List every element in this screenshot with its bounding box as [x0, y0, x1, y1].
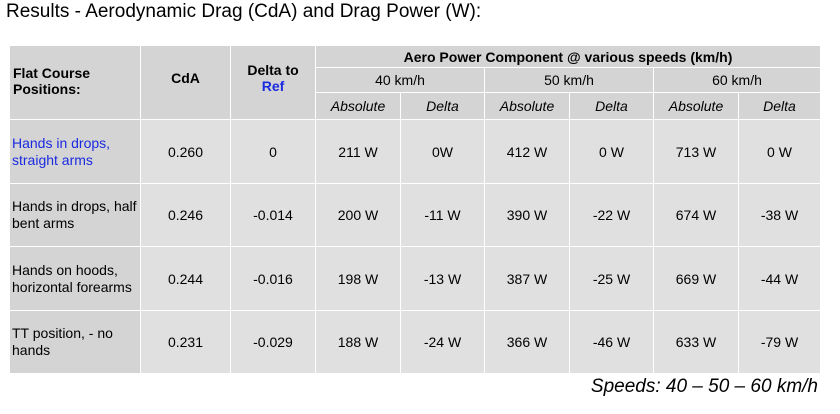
power-delta-40: -13 W: [400, 246, 485, 311]
delta-value: -0.016: [230, 246, 316, 311]
power-header: Aero Power Component @ various speeds (k…: [315, 45, 821, 68]
speed-header-60: 60 km/h: [653, 67, 821, 93]
power-delta-40: -24 W: [400, 310, 485, 374]
position-label: TT position, - no hands: [9, 310, 141, 374]
power-absolute-50: 390 W: [484, 183, 570, 247]
cda-header: CdA: [140, 45, 231, 120]
power-absolute-40: 211 W: [315, 119, 401, 184]
delta-header: Delta: [738, 92, 821, 120]
power-absolute-40: 198 W: [315, 246, 401, 311]
absolute-header: Absolute: [484, 92, 570, 120]
power-absolute-60: 669 W: [653, 246, 739, 311]
delta-header: Delta: [569, 92, 654, 120]
ref-label: Ref: [261, 77, 285, 94]
position-label: Hands in drops, half bent arms: [9, 183, 141, 247]
delta-value: 0: [230, 119, 316, 184]
cda-value: 0.246: [140, 183, 231, 247]
cda-value: 0.260: [140, 119, 231, 184]
results-table: Flat Course Positions: CdA Delta to Ref …: [9, 45, 821, 374]
delta-value: -0.029: [230, 310, 316, 374]
power-absolute-50: 387 W: [484, 246, 570, 311]
power-absolute-60: 674 W: [653, 183, 739, 247]
power-absolute-50: 412 W: [484, 119, 570, 184]
absolute-header: Absolute: [653, 92, 739, 120]
power-absolute-40: 200 W: [315, 183, 401, 247]
power-delta-60: -44 W: [738, 246, 821, 311]
power-absolute-60: 633 W: [653, 310, 739, 374]
position-label: Hands in drops, straight arms: [9, 119, 141, 184]
table-row: Hands on hoods, horizontal forearms 0.24…: [9, 246, 821, 311]
power-delta-50: -46 W: [569, 310, 654, 374]
speed-header-40: 40 km/h: [315, 67, 485, 93]
table-row: Hands in drops, straight arms 0.260 0 21…: [9, 119, 821, 184]
table-row: TT position, - no hands 0.231 -0.029 188…: [9, 310, 821, 374]
absolute-header: Absolute: [315, 92, 401, 120]
speed-header-50: 50 km/h: [484, 67, 654, 93]
power-absolute-60: 713 W: [653, 119, 739, 184]
power-delta-40: 0W: [400, 119, 485, 184]
power-absolute-40: 188 W: [315, 310, 401, 374]
speeds-footnote: Speeds: 40 – 50 – 60 km/h: [590, 376, 818, 397]
positions-header: Flat Course Positions:: [9, 45, 141, 120]
delta-ref-header: Delta to Ref: [230, 45, 316, 120]
cda-value: 0.244: [140, 246, 231, 311]
power-absolute-50: 366 W: [484, 310, 570, 374]
delta-to-label: Delta to: [247, 61, 299, 78]
power-delta-50: 0 W: [569, 119, 654, 184]
page-title: Results - Aerodynamic Drag (CdA) and Dra…: [6, 1, 482, 22]
cda-value: 0.231: [140, 310, 231, 374]
power-delta-60: -38 W: [738, 183, 821, 247]
power-delta-60: -79 W: [738, 310, 821, 374]
power-delta-50: -22 W: [569, 183, 654, 247]
position-label: Hands on hoods, horizontal forearms: [9, 246, 141, 311]
delta-value: -0.014: [230, 183, 316, 247]
power-delta-60: 0 W: [738, 119, 821, 184]
power-delta-40: -11 W: [400, 183, 485, 247]
table-row: Hands in drops, half bent arms 0.246 -0.…: [9, 183, 821, 247]
power-delta-50: -25 W: [569, 246, 654, 311]
delta-header: Delta: [400, 92, 485, 120]
